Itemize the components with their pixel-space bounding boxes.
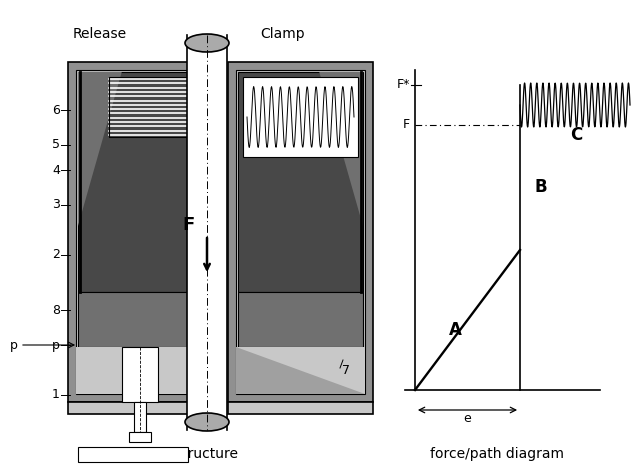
Bar — [78, 292, 203, 347]
Bar — [76, 347, 205, 394]
Text: 7: 7 — [342, 364, 350, 377]
Text: 8: 8 — [52, 304, 60, 317]
Bar — [243, 77, 358, 157]
Text: B: B — [534, 179, 547, 197]
Text: F: F — [183, 216, 195, 234]
Bar — [68, 62, 213, 402]
Bar — [122, 347, 158, 402]
Bar — [109, 77, 190, 137]
Polygon shape — [320, 72, 363, 226]
Bar — [238, 292, 363, 347]
Text: Release: Release — [73, 27, 127, 41]
Bar — [78, 447, 188, 462]
Text: F*: F* — [397, 79, 410, 92]
Bar — [236, 347, 365, 394]
Bar — [238, 72, 363, 292]
Bar — [76, 70, 205, 394]
Text: 4: 4 — [52, 164, 60, 177]
Bar — [134, 402, 146, 432]
Bar — [129, 432, 151, 442]
Polygon shape — [78, 72, 122, 226]
Text: p: p — [10, 339, 18, 352]
Text: C: C — [570, 126, 583, 144]
Text: A: A — [449, 321, 462, 339]
Bar — [228, 62, 373, 402]
Ellipse shape — [185, 413, 229, 431]
Text: p: p — [52, 339, 60, 352]
Text: 5: 5 — [52, 139, 60, 152]
Text: 3: 3 — [52, 199, 60, 212]
Text: 1: 1 — [52, 388, 60, 401]
Bar — [236, 70, 365, 394]
Bar — [78, 72, 203, 292]
Text: e: e — [464, 412, 471, 425]
Text: Clamp: Clamp — [260, 27, 305, 41]
Ellipse shape — [185, 34, 229, 52]
Text: 6: 6 — [52, 104, 60, 117]
Polygon shape — [236, 347, 365, 394]
Bar — [187, 35, 227, 430]
Text: 2: 2 — [52, 248, 60, 261]
Text: F: F — [403, 119, 410, 132]
Bar — [228, 402, 373, 414]
Text: force/path diagram: force/path diagram — [431, 447, 565, 461]
Text: structure: structure — [176, 447, 239, 461]
Bar — [68, 402, 213, 414]
